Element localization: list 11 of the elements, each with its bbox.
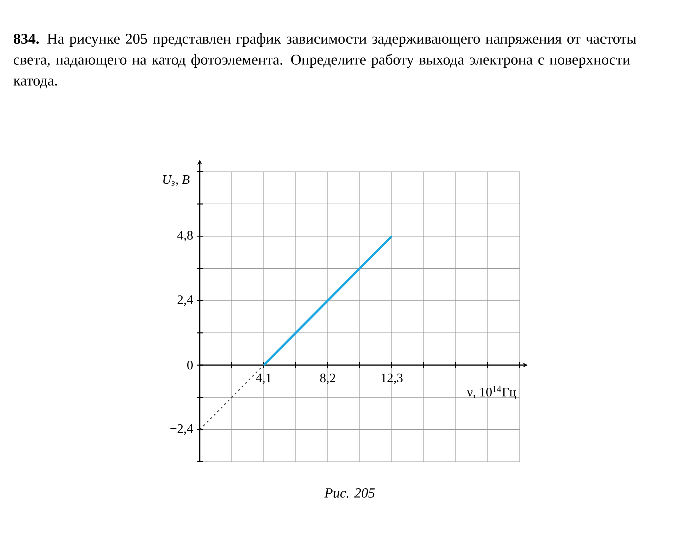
x-tick-label: 12,3 (382, 374, 403, 384)
text: Рис. 205 (324, 488, 375, 498)
y-tick-label: 2,4 (178, 296, 194, 306)
chart-title: 834. На рисунке 205 представлен график зависимости задерживающего напряжения от частоты света, падающего на катод фотоэлемента. Определите работу выхода электрона с поверхности катода. (14, 34, 636, 89)
y-axis-title: U$_{з}$, В (163, 176, 190, 186)
y-tick-label: 0 (188, 360, 193, 370)
x-axis-title: ν, 10$^{14}$Гц (467, 386, 516, 400)
y-tick-label: 4,8 (178, 231, 193, 242)
x-tick-label: 8,2 (320, 374, 336, 384)
y-tick-label: −2,4 (170, 424, 194, 436)
x-tick-label: 4,1 (256, 374, 272, 384)
